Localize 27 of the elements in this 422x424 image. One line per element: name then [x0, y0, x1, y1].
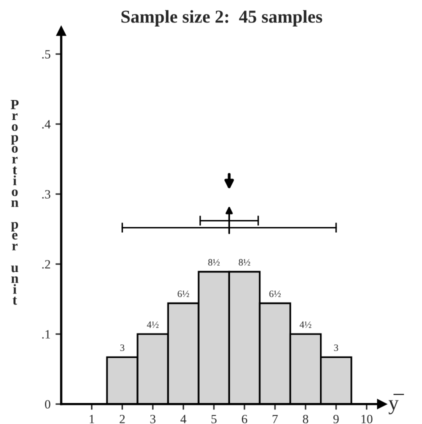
x-tick-label: 3: [150, 414, 156, 424]
annotation: 3: [334, 344, 338, 352]
annotation: 8½: [208, 259, 220, 266]
x-axis-title: y̅: [388, 394, 404, 414]
annotation: 6½: [178, 290, 190, 298]
chart-title: Sample size 2: 45 samples: [121, 10, 322, 26]
x-tick-label: 5: [212, 414, 217, 424]
y-tick-label: .3: [42, 190, 50, 199]
y-tick-label: .2: [42, 260, 50, 269]
annotation: 4½: [146, 321, 159, 328]
annotation: 8½: [238, 259, 250, 266]
x-tick-label: 4: [180, 414, 186, 424]
y-tick-label: .5: [42, 50, 50, 59]
x-tick-label: 7: [272, 414, 278, 424]
y-tick-label: .1: [42, 330, 50, 339]
y-tick-label: 0: [45, 400, 50, 409]
x-tick-label: 1: [90, 414, 94, 424]
annotation: 4½: [300, 321, 312, 328]
x-tick-label: 2: [120, 414, 125, 424]
annotation: 3: [120, 344, 124, 352]
x-tick-label: 8: [302, 414, 308, 424]
x-tick-label: 6: [242, 414, 248, 424]
text: Proportion per unit: [10, 100, 19, 305]
y-tick-label: .4: [42, 120, 51, 129]
x-tick-label: 10: [361, 414, 372, 424]
annotation: 6½: [269, 290, 281, 298]
x-tick-label: 9: [333, 414, 339, 424]
